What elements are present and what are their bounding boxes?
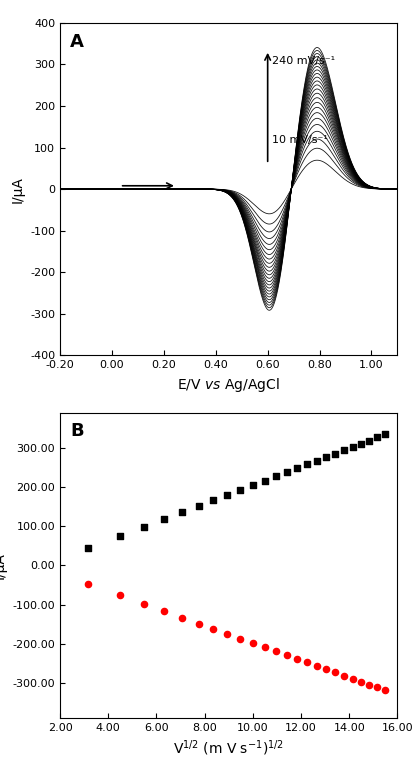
Point (249, 479, 256, 491)
Point (116, 529, 123, 542)
Point (282, 466, 289, 478)
Point (223, 489, 230, 501)
Point (223, 628, 230, 640)
Point (381, 684, 387, 696)
X-axis label: E/V $\it{vs}$ Ag/AgCl: E/V $\it{vs}$ Ag/AgCl (177, 376, 280, 393)
Point (210, 623, 216, 635)
Point (373, 432, 380, 444)
Point (237, 484, 243, 496)
Text: 10 mV/s⁻¹: 10 mV/s⁻¹ (271, 135, 327, 145)
Point (365, 435, 372, 447)
Point (322, 663, 329, 675)
Point (249, 637, 256, 649)
X-axis label: V$^{1/2}$ (m V s$^{-1}$)$^{1/2}$: V$^{1/2}$ (m V s$^{-1}$)$^{1/2}$ (173, 739, 283, 758)
Point (313, 455, 319, 467)
Point (322, 451, 329, 463)
Point (272, 470, 278, 482)
Point (349, 441, 355, 453)
Point (349, 672, 355, 685)
Point (140, 520, 147, 533)
Point (340, 444, 347, 456)
Point (340, 669, 347, 681)
Point (303, 656, 310, 668)
Point (357, 675, 363, 688)
Point (161, 513, 167, 525)
Point (195, 617, 201, 630)
Text: 240 mV/s⁻¹: 240 mV/s⁻¹ (271, 56, 334, 66)
Y-axis label: I/μA: I/μA (10, 176, 24, 202)
Point (237, 633, 243, 645)
Point (140, 598, 147, 610)
Point (195, 500, 201, 512)
Point (303, 458, 310, 471)
Point (365, 678, 372, 691)
Point (282, 649, 289, 661)
Point (261, 641, 267, 653)
Point (373, 681, 380, 694)
Point (381, 429, 387, 441)
Point (85, 578, 91, 590)
Point (210, 494, 216, 507)
Text: B: B (70, 422, 83, 440)
Text: A: A (70, 33, 84, 51)
Point (272, 645, 278, 657)
Point (261, 474, 267, 487)
Point (331, 448, 338, 460)
Point (313, 659, 319, 672)
Point (357, 438, 363, 450)
Point (116, 589, 123, 601)
Y-axis label: I/μA: I/μA (0, 552, 7, 579)
Point (293, 652, 299, 665)
Point (161, 605, 167, 617)
Point (178, 611, 185, 623)
Point (178, 506, 185, 518)
Point (293, 462, 299, 474)
Point (331, 666, 338, 678)
Point (85, 542, 91, 554)
